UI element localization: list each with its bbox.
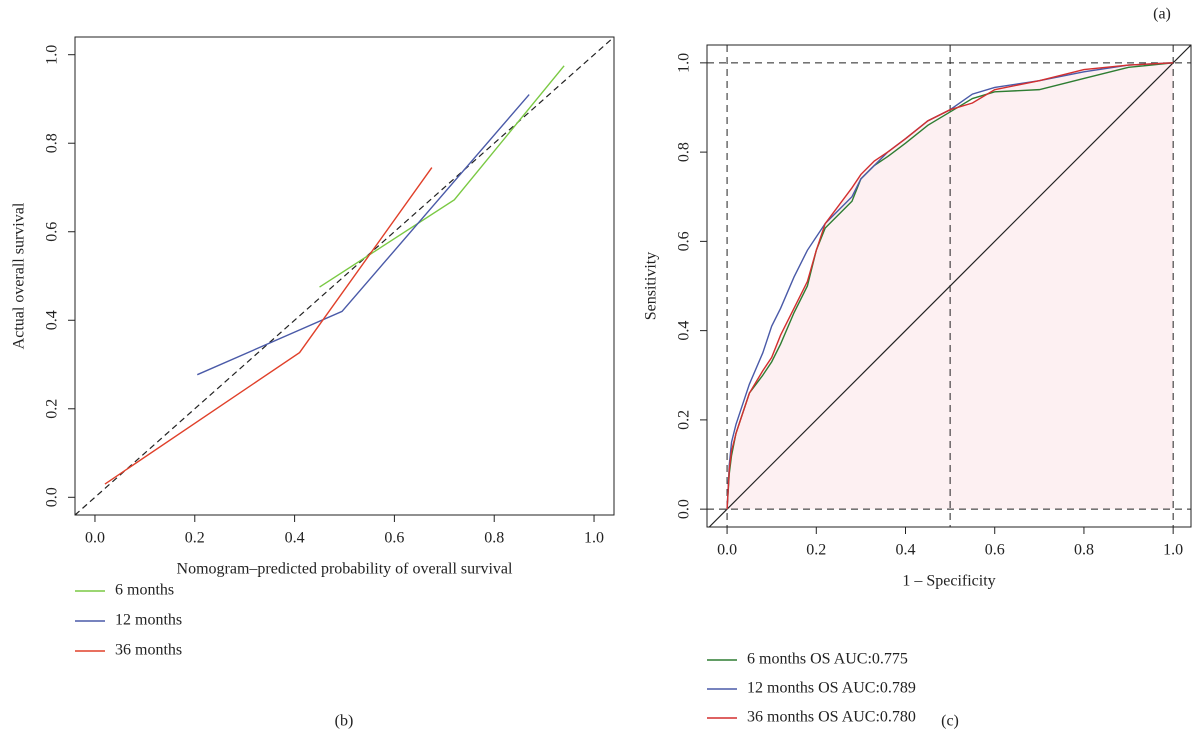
y-tick-label: 0.8	[44, 133, 61, 153]
y-tick-label: 0.0	[44, 487, 61, 507]
series-line	[104, 167, 433, 485]
legend-label: 36 months OS AUC:0.780	[747, 709, 916, 726]
series-line	[726, 62, 1174, 510]
y-tick-label: 1.0	[44, 45, 61, 65]
x-tick-label: 1.0	[1163, 542, 1183, 559]
x-tick-label: 0.2	[185, 530, 205, 547]
legend-label: 6 months	[115, 582, 174, 599]
x-axis-title: 1 – Specificity	[902, 573, 995, 590]
x-tick-label: 0.4	[285, 530, 305, 547]
x-tick-label: 0.8	[1074, 542, 1094, 559]
y-tick-label: 0.2	[44, 399, 61, 419]
y-tick-label: 0.6	[676, 231, 693, 251]
y-axis-title: Actual overall survival	[11, 202, 28, 349]
x-tick-label: 0.4	[896, 542, 916, 559]
x-tick-label: 0.0	[85, 530, 105, 547]
x-tick-label: 0.6	[384, 530, 404, 547]
legend-label: 6 months OS AUC:0.775	[747, 651, 908, 668]
x-tick-label: 0.8	[484, 530, 504, 547]
y-tick-label: 0.8	[676, 142, 693, 162]
series-line	[726, 62, 1174, 510]
plot-frame	[706, 44, 1192, 528]
x-tick-label: 1.0	[584, 530, 604, 547]
y-axis-title: Sensitivity	[643, 252, 660, 320]
y-tick-label: 0.6	[44, 222, 61, 242]
series-line	[319, 65, 565, 288]
x-tick-label: 0.0	[717, 542, 737, 559]
diagonal-line	[74, 36, 615, 516]
diagonal-line	[708, 44, 1192, 528]
legend-label: 12 months OS AUC:0.789	[747, 680, 916, 697]
x-axis-title: Nomogram–predicted probability of overal…	[177, 561, 513, 578]
y-tick-label: 0.4	[676, 321, 693, 341]
series-line	[196, 94, 530, 376]
legend-label: 12 months	[115, 612, 182, 629]
panel-label: (b)	[335, 713, 354, 730]
panel-label: (c)	[941, 713, 959, 730]
x-tick-label: 0.2	[806, 542, 826, 559]
y-tick-label: 0.0	[676, 499, 693, 519]
y-tick-label: 0.2	[676, 410, 693, 430]
x-tick-label: 0.6	[985, 542, 1005, 559]
y-tick-label: 1.0	[676, 53, 693, 73]
plot-frame	[74, 36, 615, 516]
panel-label: (a)	[1153, 6, 1171, 23]
legend-label: 36 months	[115, 642, 182, 659]
y-tick-label: 0.4	[44, 310, 61, 330]
